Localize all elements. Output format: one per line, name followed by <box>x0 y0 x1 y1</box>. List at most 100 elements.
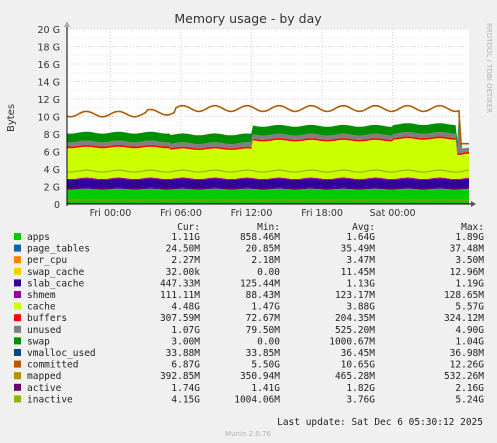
legend-row-swap: swap 3.00M 0.00 1000.67M 1.04G <box>14 336 484 347</box>
legend-value-avg: 1.82G <box>346 383 375 394</box>
legend-value-avg: 35.49M <box>341 244 376 255</box>
legend-value-max: 128.65M <box>444 290 484 301</box>
legend-value-min: 88.43M <box>246 290 281 301</box>
legend-value-max: 324.12M <box>444 313 484 324</box>
legend-row-active: active 1.74G 1.41G 1.82G 2.16G <box>14 383 484 394</box>
legend-value-avg: 1000.67M <box>329 336 375 347</box>
legend-swatch <box>14 360 21 368</box>
y-tick-label: 4 G <box>44 165 60 176</box>
legend-row-buffers: buffers 307.59M 72.67M 204.35M 324.12M <box>14 313 484 324</box>
legend-value-cur: 2.27M <box>171 255 200 266</box>
legend-name: buffers <box>27 313 67 324</box>
legend-col-max: Max: <box>461 222 484 233</box>
y-tick-label: 0 <box>54 200 60 211</box>
x-axis-arrow <box>471 201 476 207</box>
legend-name: vmalloc_used <box>27 348 96 359</box>
legend-value-avg: 1.13G <box>346 278 375 289</box>
legend-swatch <box>14 372 21 380</box>
legend-swatch <box>14 256 21 264</box>
x-tick-label: Fri 12:00 <box>231 208 273 219</box>
legend-value-avg: 123.17M <box>335 290 375 301</box>
y-tick-label: 18 G <box>38 43 60 54</box>
area-swap <box>67 114 469 150</box>
legend-swatch <box>14 244 21 252</box>
x-tick-label: Fri 00:00 <box>90 208 132 219</box>
legend-name: committed <box>27 360 78 371</box>
legend-value-min: 0.00 <box>257 336 280 347</box>
legend-row-apps: apps 1.11G 858.46M 1.64G 1.89G <box>14 232 484 243</box>
y-axis-label: Bytes <box>6 104 17 132</box>
legend-row-inactive: inactive 4.15G 1004.06M 3.76G 5.24G <box>14 394 484 405</box>
legend-row-slab_cache: slab_cache 447.33M 125.44M 1.13G 1.19G <box>14 278 484 289</box>
legend-value-min: 2.18M <box>251 255 280 266</box>
legend-swatch <box>14 314 21 322</box>
legend-swatch <box>14 383 21 391</box>
legend-swatch <box>14 349 21 356</box>
legend-value-min: 5.50G <box>251 360 280 371</box>
legend-name: per_cpu <box>27 255 67 266</box>
legend-value-avg: 10.65G <box>341 360 376 371</box>
legend-value-min: 20.85M <box>246 244 281 255</box>
legend-col-min: Min: <box>257 222 280 233</box>
legend-row-vmalloc_used: vmalloc_used 33.88M 33.85M 36.45M 36.98M <box>14 348 484 359</box>
legend-row-unused: unused 1.07G 79.50M 525.20M 4.90G <box>14 325 484 336</box>
legend-value-max: 36.98M <box>450 348 485 359</box>
legend-value-max: 37.48M <box>450 244 485 255</box>
area-slab_cache <box>67 178 469 190</box>
legend-swatch <box>14 337 21 345</box>
legend-value-cur: 111.11M <box>160 290 200 301</box>
legend-value-cur: 447.33M <box>160 278 200 289</box>
legend-value-min: 1004.06M <box>234 394 280 405</box>
legend-value-cur: 1.07G <box>171 325 200 336</box>
legend-value-cur: 4.15G <box>171 394 200 405</box>
legend-col-avg: Avg: <box>352 222 375 233</box>
y-tick-label: 2 G <box>44 183 60 194</box>
legend-value-cur: 307.59M <box>160 313 200 324</box>
legend-name: apps <box>27 232 50 243</box>
legend-value-cur: 6.87G <box>171 360 200 371</box>
y-tick-label: 14 G <box>38 78 60 89</box>
legend-value-avg: 36.45M <box>341 348 376 359</box>
legend-value-avg: 204.35M <box>335 313 375 324</box>
x-axis-ticks: Fri 00:00 Fri 06:00 Fri 12:00 Fri 18:00 Sat … <box>90 208 416 219</box>
legend-value-max: 3.50M <box>455 255 484 266</box>
legend-value-avg: 465.28M <box>335 371 375 382</box>
legend-swatch <box>14 279 21 287</box>
legend-value-avg: 1.64G <box>346 232 375 243</box>
legend-swatch <box>14 325 21 333</box>
legend-value-avg: 3.88G <box>346 302 375 313</box>
legend-name: mapped <box>27 371 61 382</box>
legend-value-min: 858.46M <box>240 232 280 243</box>
legend-value-cur: 33.88M <box>166 348 201 359</box>
legend-value-cur: 1.74G <box>171 383 200 394</box>
legend-row-shmem: shmem 111.11M 88.43M 123.17M 128.65M <box>14 290 484 301</box>
legend-name: inactive <box>27 394 73 405</box>
y-axis-arrow <box>64 21 70 27</box>
legend-name: unused <box>27 325 61 336</box>
legend-value-max: 5.57G <box>455 302 484 313</box>
legend-row-swap_cache: swap_cache 32.00k 0.00 11.45M 12.96M <box>14 267 484 278</box>
area-unused <box>67 123 469 154</box>
legend-row-page_tables: page_tables 24.50M 20.85M 35.49M 37.48M <box>14 244 484 255</box>
legend-value-max: 12.96M <box>450 267 485 278</box>
area-swap_cache <box>67 188 469 190</box>
legend-name: page_tables <box>27 244 90 255</box>
legend-swatch <box>14 233 21 240</box>
x-tick-label: Sat 00:00 <box>370 208 416 219</box>
x-tick-label: Fri 06:00 <box>160 208 202 219</box>
y-tick-label: 10 G <box>38 113 60 124</box>
chart-title: Memory usage - by day <box>174 11 322 26</box>
legend-row-committed: committed 6.87G 5.50G 10.65G 12.26G <box>14 360 484 371</box>
legend-value-cur: 3.00M <box>171 336 200 347</box>
legend-value-avg: 3.47M <box>346 255 375 266</box>
legend-header: Cur: Min: Avg: Max: <box>177 222 484 233</box>
legend-value-avg: 11.45M <box>341 267 376 278</box>
legend-value-min: 1.47G <box>251 302 280 313</box>
area-apps <box>67 189 469 204</box>
legend-col-cur: Cur: <box>177 222 200 233</box>
legend-row-cache: cache 4.48G 1.47G 3.88G 5.57G <box>14 302 484 313</box>
area-shmem <box>67 177 469 181</box>
legend-value-min: 350.94M <box>240 371 280 382</box>
y-tick-label: 12 G <box>38 95 60 106</box>
legend-value-cur: 32.00k <box>166 267 201 278</box>
